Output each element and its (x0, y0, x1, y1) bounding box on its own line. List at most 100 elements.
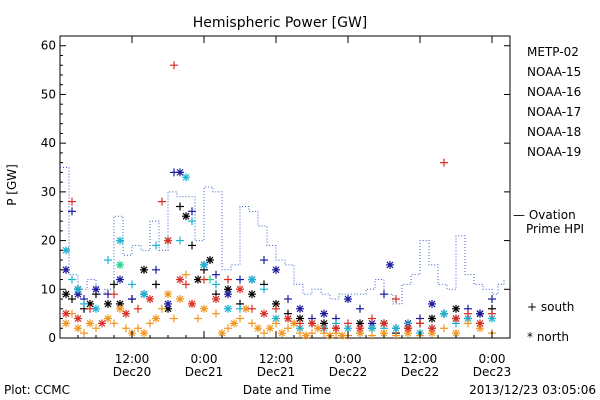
y-tick-label: 40 (41, 136, 56, 150)
data-point (476, 319, 484, 328)
x-tick-label-time: 0:00 (479, 352, 506, 366)
x-tick-label-date: Dec22 (329, 365, 368, 379)
y-tick-label: 30 (41, 185, 56, 199)
data-point (68, 275, 76, 284)
marker-legend-entry: * north (527, 330, 569, 344)
x-ticks: 12:00Dec200:00Dec2112:00Dec210:00Dec2212… (59, 36, 511, 379)
data-point (92, 304, 100, 313)
data-point (182, 280, 190, 289)
data-point (212, 270, 220, 279)
data-point (74, 285, 82, 294)
data-point (140, 265, 148, 274)
data-point (188, 207, 196, 216)
data-point (176, 168, 184, 177)
data-point (164, 299, 172, 308)
data-point (284, 314, 292, 323)
data-point (476, 309, 484, 318)
data-point (116, 260, 124, 269)
data-point (368, 314, 376, 323)
data-point (200, 304, 208, 313)
data-point (392, 331, 400, 340)
chart-title: Hemispheric Power [GW] (193, 15, 368, 31)
data-point (356, 324, 364, 333)
x-tick-label-date: Dec22 (401, 365, 440, 379)
data-point (98, 319, 106, 328)
data-point (218, 329, 226, 338)
data-point (224, 324, 232, 333)
data-point (140, 329, 148, 338)
data-point (104, 299, 112, 308)
data-point (296, 304, 304, 313)
data-point (176, 236, 184, 245)
y-tick-label: 0 (48, 331, 56, 345)
data-point (428, 314, 436, 323)
data-point (92, 324, 100, 333)
data-point (74, 314, 82, 323)
footer-right: 2013/12/23 03:05:06 (469, 383, 596, 397)
x-tick-label-time: 12:00 (403, 352, 438, 366)
data-point (296, 329, 304, 338)
data-point (452, 314, 460, 323)
x-tick-label-date: Dec21 (257, 365, 296, 379)
data-point (62, 290, 70, 299)
data-point (68, 207, 76, 216)
ovation-legend: — Ovation Prime HPI (513, 208, 584, 236)
y-tick-label: 60 (41, 39, 56, 53)
data-point (428, 329, 436, 338)
data-point (272, 304, 280, 313)
data-point (224, 275, 232, 284)
data-point (386, 260, 394, 269)
data-point (344, 324, 352, 333)
data-point (260, 256, 268, 265)
data-point (140, 290, 148, 299)
data-point (224, 290, 232, 299)
x-tick-label-time: 12:00 (259, 352, 294, 366)
data-point (392, 324, 400, 333)
data-point (440, 158, 448, 167)
data-point (260, 285, 268, 294)
ovation-label-line1: — Ovation (513, 208, 576, 222)
data-point (248, 275, 256, 284)
data-point (74, 324, 82, 333)
data-point (464, 319, 472, 328)
data-point (104, 256, 112, 265)
y-ticks: 0 10 20 30 40 50 60 (41, 39, 510, 345)
data-point (380, 290, 388, 299)
data-point (194, 275, 202, 284)
footer-left: Plot: CCMC (4, 383, 70, 397)
data-point (170, 61, 178, 70)
plot-frame (59, 35, 511, 339)
ovation-series (60, 167, 505, 305)
data-point (164, 236, 172, 245)
data-point (194, 314, 202, 323)
data-point (86, 319, 94, 328)
data-point (296, 319, 304, 328)
data-point (152, 314, 160, 323)
data-point (200, 260, 208, 269)
data-point (272, 265, 280, 274)
x-tick-label-date: Dec21 (185, 365, 224, 379)
x-tick-label-time: 0:00 (191, 352, 218, 366)
data-point (122, 324, 130, 333)
data-point (110, 280, 118, 289)
data-point (380, 319, 388, 328)
data-point (206, 256, 214, 265)
data-point (272, 319, 280, 328)
data-point (134, 324, 142, 333)
data-point (308, 319, 316, 328)
legend-entry: NOAA-17 (527, 105, 581, 119)
data-point (320, 309, 328, 318)
data-point (134, 304, 142, 313)
data-point (464, 309, 472, 318)
ovation-label-line2: Prime HPI (526, 222, 584, 236)
data-point (344, 295, 352, 304)
data-point (428, 299, 436, 308)
data-point (488, 309, 496, 318)
data-point (320, 324, 328, 333)
x-tick-label-time: 12:00 (115, 352, 150, 366)
x-axis-label: Date and Time (243, 383, 331, 397)
data-point (110, 290, 118, 299)
data-point (128, 280, 136, 289)
data-point (68, 197, 76, 206)
data-point (248, 319, 256, 328)
